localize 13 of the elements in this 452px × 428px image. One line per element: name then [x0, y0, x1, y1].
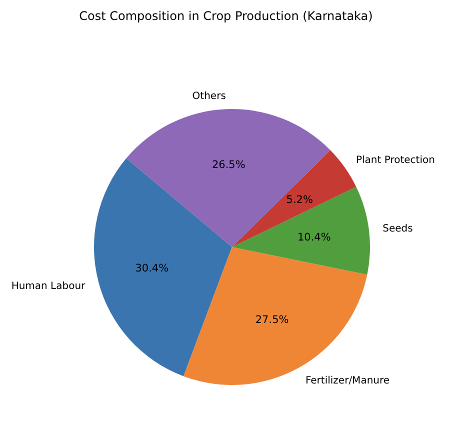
data-label: 30.4%: [135, 262, 169, 275]
slice-label: Human Labour: [11, 281, 86, 292]
chart-title: Cost Composition in Crop Production (Karnataka): [79, 9, 373, 23]
data-label: 5.2%: [286, 194, 313, 206]
slice-label: Seeds: [382, 224, 413, 235]
slice-label: Plant Protection: [356, 154, 435, 166]
pie-slice: [126, 109, 330, 247]
data-label: 10.4%: [297, 231, 331, 244]
pie-slice: [232, 186, 370, 275]
slice-label: Others: [192, 90, 226, 102]
slice-label: Fertilizer/Manure: [305, 375, 390, 386]
data-label: 26.5%: [212, 158, 246, 171]
data-label: 27.5%: [255, 314, 289, 326]
